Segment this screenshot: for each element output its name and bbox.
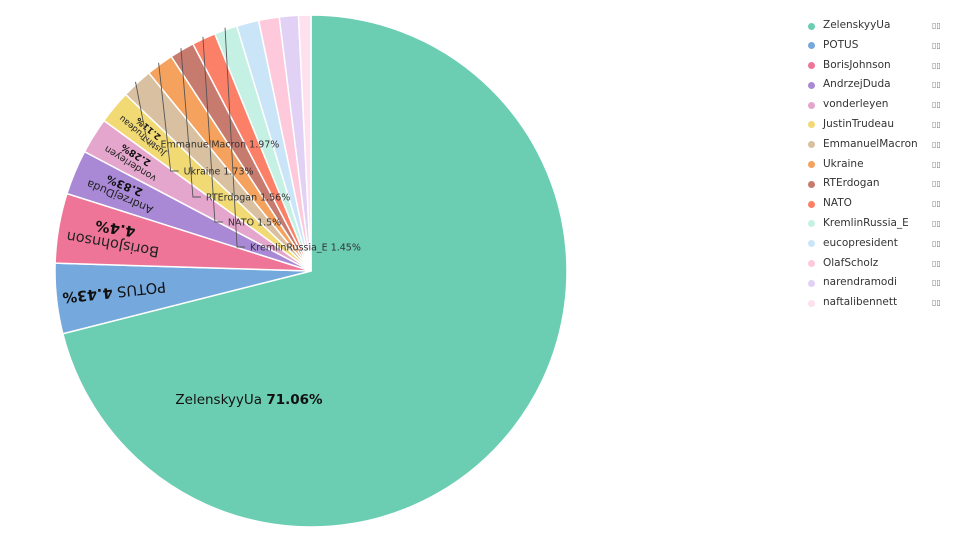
legend-item-ukraine[interactable]: Ukraine ▯▯	[806, 155, 946, 175]
legend-label: NATO	[823, 197, 852, 210]
legend-swatch	[808, 161, 815, 169]
legend-item-olafscholz[interactable]: OlafScholz ▯▯	[806, 254, 946, 274]
legend-swatch	[808, 62, 815, 70]
legend-item-nato[interactable]: NATO ▯▯	[806, 194, 946, 214]
legend-value: ▯▯	[932, 238, 941, 248]
legend-label: AndrzejDuda	[823, 78, 891, 91]
legend-swatch	[808, 240, 815, 248]
legend-swatch	[808, 22, 815, 30]
svg-text:POTUS 4.43%: POTUS 4.43%	[61, 278, 166, 305]
legend-value: ▯▯	[932, 218, 941, 228]
legend-item-rterdogan[interactable]: RTErdogan ▯▯	[806, 174, 946, 194]
slice-label-nato: NATO 1.5%	[228, 218, 281, 229]
legend-label: ZelenskyyUa	[823, 19, 891, 31]
legend-item-potus[interactable]: POTUS ▯▯	[806, 36, 946, 56]
leader-line-kremlinrussia-e	[224, 27, 246, 248]
legend-swatch	[808, 260, 815, 268]
legend-value: ▯▯	[932, 159, 941, 169]
legend-value: ▯▯	[932, 179, 941, 189]
legend-value: ▯▯	[932, 21, 941, 30]
legend-label: Ukraine	[823, 157, 864, 170]
leader-line-rterdogan	[180, 48, 201, 198]
legend-value: ▯▯	[932, 139, 941, 149]
legend-label: POTUS	[823, 38, 859, 51]
slice-label-rterdogan: RTErdogan 1.56%	[206, 193, 290, 204]
legend-label: vonderleyen	[823, 98, 889, 111]
legend-swatch	[808, 180, 815, 188]
legend-item-naftalibennett[interactable]: naftalibennett ▯▯	[806, 293, 946, 313]
legend-item-andrzejduda[interactable]: AndrzejDuda ▯▯	[806, 75, 946, 95]
slice-label-zelenskyyua: ZelenskyyUa 71.06%	[175, 392, 323, 408]
legend-value: ▯▯	[932, 40, 941, 50]
legend-item-vonderleyen[interactable]: vonderleyen ▯▯	[806, 95, 946, 115]
legend-swatch	[808, 200, 815, 208]
legend-label: JustinTrudeau	[823, 117, 894, 130]
legend-item-borisjohnson[interactable]: BorisJohnson ▯▯	[806, 56, 946, 76]
leader-line-ukraine	[158, 62, 179, 172]
slice-label-value: 71.06%	[266, 392, 323, 408]
legend-swatch	[808, 81, 815, 89]
legend-label: narendramodi	[823, 276, 897, 289]
leader-line-emmanuelmacron	[135, 81, 156, 145]
slice-label-name: ZelenskyyUa	[175, 392, 266, 408]
legend-label: BorisJohnson	[823, 58, 891, 71]
legend-item-zelenskyyua[interactable]: ZelenskyyUa ▯▯	[806, 16, 946, 36]
legend-value: ▯▯	[932, 119, 941, 129]
legend-swatch	[808, 121, 815, 129]
legend-item-eucopresident[interactable]: eucopresident ▯▯	[806, 234, 946, 254]
legend-swatch	[808, 220, 815, 228]
legend-item-narendramodi[interactable]: narendramodi ▯▯	[806, 273, 946, 293]
leader-line-nato	[202, 36, 223, 223]
legend-value: ▯▯	[932, 60, 941, 70]
legend-label: naftalibennett	[823, 296, 898, 309]
legend-swatch	[808, 141, 815, 149]
chart-legend: ZelenskyyUa ▯▯ POTUS ▯▯ BorisJohnson ▯▯ Andrze…	[806, 16, 946, 313]
legend-label: eucopresident	[823, 236, 898, 249]
legend-item-justintrudeau[interactable]: JustinTrudeau ▯▯	[806, 115, 946, 135]
legend-value: ▯▯	[932, 199, 941, 209]
pie-slice-naftalibennett[interactable]	[297, 14, 312, 272]
legend-swatch	[808, 299, 815, 307]
pie-slice-zelenskyyua[interactable]	[61, 14, 568, 528]
legend-item-emmanuelmacron[interactable]: EmmanuelMacron ▯▯	[806, 135, 946, 155]
legend-value: ▯▯	[932, 100, 941, 110]
slice-label-potus: POTUS 4.43%	[61, 278, 166, 305]
slice-label-kremlinrussia-e: KremlinRussia_E 1.45%	[250, 243, 361, 254]
legend-value: ▯▯	[932, 80, 941, 90]
legend-label: RTErdogan	[823, 177, 880, 190]
legend-swatch	[808, 279, 815, 287]
legend-label: KremlinRussia_E	[823, 216, 909, 229]
legend-label: OlafScholz	[823, 256, 879, 269]
legend-item-kremlinrussia-e[interactable]: KremlinRussia_E ▯▯	[806, 214, 946, 234]
legend-value: ▯▯	[932, 298, 941, 308]
legend-swatch	[808, 42, 815, 50]
slice-label-value: 4.4%	[94, 216, 137, 239]
legend-value: ▯▯	[932, 258, 941, 268]
slice-label-emmanuelmacron: EmmanuelMacron 1.97%	[161, 140, 280, 151]
legend-label: EmmanuelMacron	[823, 137, 918, 150]
legend-value: ▯▯	[932, 278, 941, 288]
legend-swatch	[808, 101, 815, 109]
slice-label-ukraine: Ukraine 1.73%	[184, 167, 254, 178]
